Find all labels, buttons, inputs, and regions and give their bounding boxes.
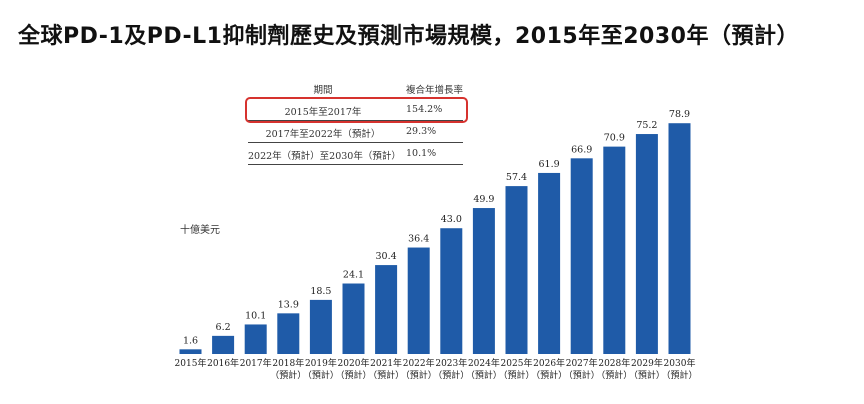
bar-value-label: 61.9 xyxy=(539,159,560,170)
cagr-header-rate: 複合年增長率 xyxy=(406,85,464,96)
x-tick-sublabel: （預計） xyxy=(498,369,534,381)
x-tick-label: 2030年 xyxy=(664,357,696,369)
cagr-header-period: 期間 xyxy=(313,85,333,96)
x-tick-sublabel: （預計） xyxy=(303,369,339,381)
x-tick-label: 2029年 xyxy=(631,357,663,369)
x-tick-label: 2022年 xyxy=(403,357,435,369)
x-tick-sublabel: （預計） xyxy=(661,369,697,381)
bar xyxy=(440,228,463,354)
bar-value-label: 70.9 xyxy=(604,133,625,144)
bar-value-label: 10.1 xyxy=(245,310,266,321)
cagr-row-rate: 154.2% xyxy=(406,104,443,115)
x-tick-label: 2018年 xyxy=(272,357,304,369)
x-tick-sublabel: （預計） xyxy=(466,369,502,381)
x-tick-sublabel: （預計） xyxy=(401,369,437,381)
chart-title: 全球PD-1及PD-L1抑制劑歷史及預測市場規模，2015年至2030年（預計） xyxy=(18,24,799,49)
bar-value-label: 75.2 xyxy=(636,120,657,131)
bar xyxy=(603,146,626,354)
bar xyxy=(309,299,332,354)
x-tick-sublabel: （預計） xyxy=(564,369,600,381)
cagr-row-period: 2017年至2022年（預計） xyxy=(265,129,381,140)
bar-value-label: 30.4 xyxy=(376,251,397,262)
x-tick-label: 2023年 xyxy=(435,357,467,369)
bar-value-label: 49.9 xyxy=(473,194,494,205)
bar xyxy=(407,247,430,354)
bar xyxy=(505,186,528,354)
x-tick-label: 2016年 xyxy=(207,357,239,369)
cagr-highlight-box xyxy=(245,97,468,123)
bar-value-label: 43.0 xyxy=(441,214,462,225)
bar xyxy=(244,324,267,354)
x-tick-label: 2021年 xyxy=(370,357,402,369)
x-tick-sublabel: （預計） xyxy=(596,369,632,381)
x-tick-sublabel: （預計） xyxy=(270,369,306,381)
bar xyxy=(375,265,398,354)
bar xyxy=(212,335,235,354)
x-tick-label: 2015年 xyxy=(175,357,207,369)
bar-value-label: 6.2 xyxy=(216,322,231,333)
x-tick-sublabel: （預計） xyxy=(335,369,371,381)
bar xyxy=(179,349,202,354)
y-axis-unit-label: 十億美元 xyxy=(180,225,220,236)
bar-value-label: 36.4 xyxy=(408,234,429,245)
bar xyxy=(342,283,365,354)
bar-value-label: 18.5 xyxy=(310,286,331,297)
bar xyxy=(472,208,495,354)
x-tick-label: 2026年 xyxy=(533,357,565,369)
x-tick-label: 2017年 xyxy=(240,357,272,369)
cagr-row-rate: 29.3% xyxy=(406,126,437,137)
cagr-table-header: 期間 複合年增長率 xyxy=(248,78,463,98)
bar xyxy=(277,313,300,354)
bar-value-label: 1.6 xyxy=(183,335,198,346)
bar-value-label: 13.9 xyxy=(278,299,299,310)
x-tick-sublabel: （預計） xyxy=(368,369,404,381)
x-tick-label: 2024年 xyxy=(468,357,500,369)
x-tick-label: 2028年 xyxy=(598,357,630,369)
bar xyxy=(538,172,561,354)
bar-value-label: 24.1 xyxy=(343,270,364,281)
bar xyxy=(570,158,593,354)
bar-value-label: 66.9 xyxy=(571,144,592,155)
x-tick-sublabel: （預計） xyxy=(629,369,665,381)
x-tick-sublabel: （預計） xyxy=(531,369,567,381)
cagr-row-rate: 10.1% xyxy=(406,148,437,159)
cagr-row: 2022年（預計）至2030年（預計） 10.1% xyxy=(248,142,463,165)
x-tick-label: 2019年 xyxy=(305,357,337,369)
bar xyxy=(668,123,691,354)
bar-value-label: 78.9 xyxy=(669,109,690,120)
cagr-row-period: 2015年至2017年 xyxy=(284,107,362,118)
x-tick-label: 2027年 xyxy=(566,357,598,369)
x-tick-label: 2025年 xyxy=(501,357,533,369)
cagr-row: 2017年至2022年（預計） 29.3% xyxy=(248,120,463,142)
bar xyxy=(635,134,658,354)
bar-value-label: 57.4 xyxy=(506,172,527,183)
x-tick-sublabel: （預計） xyxy=(433,369,469,381)
x-tick-label: 2020年 xyxy=(338,357,370,369)
cagr-row-period: 2022年（預計）至2030年（預計） xyxy=(248,151,401,162)
